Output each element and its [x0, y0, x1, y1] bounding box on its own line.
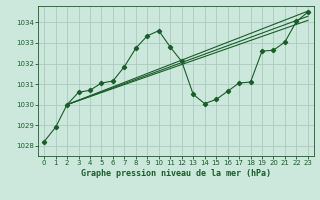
X-axis label: Graphe pression niveau de la mer (hPa): Graphe pression niveau de la mer (hPa) [81, 169, 271, 178]
